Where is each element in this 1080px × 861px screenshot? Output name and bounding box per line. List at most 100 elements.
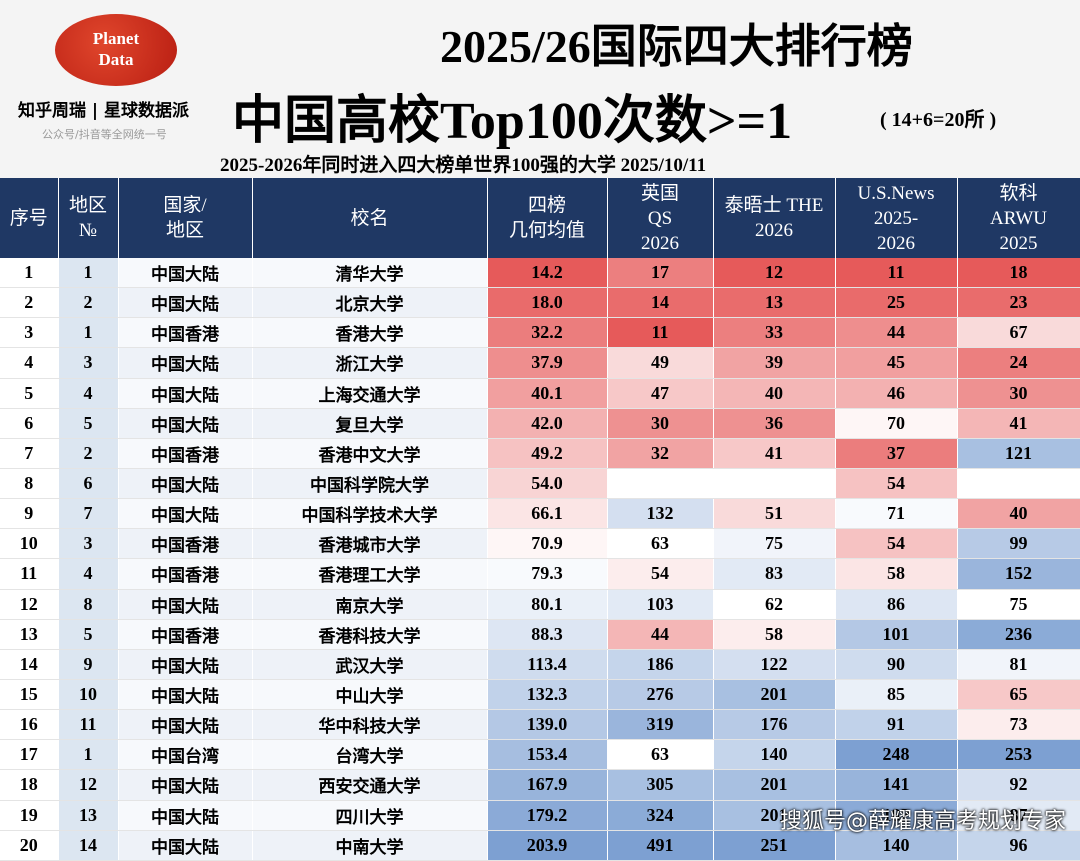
- column-header: 序号: [0, 178, 59, 258]
- table-cell: 中国大陆: [118, 649, 253, 680]
- table-cell: 14: [607, 287, 714, 319]
- table-cell: 46: [835, 378, 958, 409]
- table-cell: 复旦大学: [252, 408, 488, 439]
- table-row: 11 4 中国香港 香港理工大学 79.3 54 83 58 152: [0, 558, 1080, 590]
- table-cell: 20: [0, 830, 59, 861]
- table-cell: 10: [0, 528, 59, 560]
- table-row: 3 1 中国香港 香港大学 32.2 11 33 44 67: [0, 317, 1080, 349]
- table-cell: 92: [957, 769, 1080, 801]
- header: Planet Data 知乎周瑞 | 星球数据派 公众号/抖音等全网统一号 202…: [0, 0, 1080, 178]
- table-cell: 40: [713, 378, 836, 409]
- header-line: QS: [647, 207, 673, 229]
- table-cell: 67: [957, 317, 1080, 349]
- logo: Planet Data: [55, 14, 181, 86]
- table-cell: 16: [0, 709, 59, 741]
- table-cell: 中山大学: [252, 679, 488, 711]
- table-cell: 香港大学: [252, 317, 488, 349]
- table-cell: 14: [58, 830, 119, 861]
- header-line: 国家/: [163, 195, 207, 216]
- column-header: 英国 QS 2026: [607, 178, 714, 258]
- table-row: 13 5 中国香港 香港科技大学 88.3 44 58 101 236: [0, 619, 1080, 650]
- table-row: 1 1 中国大陆 清华大学 14.2 17 12 11 18: [0, 258, 1080, 289]
- table-row: 19 13 中国大陆 四川大学 179.2 324 201 182 87: [0, 800, 1080, 831]
- table-cell: 11: [607, 317, 714, 349]
- header-line: 英国: [640, 182, 679, 204]
- table-row: 12 8 中国大陆 南京大学 80.1 103 62 86 75: [0, 589, 1080, 620]
- table-cell: 中国大陆: [118, 408, 253, 439]
- table-cell: [957, 468, 1080, 500]
- table-cell: 12: [58, 769, 119, 801]
- table-cell: 中国香港: [118, 438, 253, 469]
- table-cell: 253: [957, 739, 1080, 771]
- table-cell: 141: [835, 769, 958, 801]
- table-cell: 319: [607, 709, 714, 741]
- table-cell: 10: [58, 679, 119, 711]
- table-cell: 24: [957, 347, 1080, 379]
- table-cell: 4: [58, 558, 119, 590]
- table-cell: 中国科学院大学: [252, 468, 488, 500]
- table-cell: 13: [0, 619, 59, 650]
- table-cell: 中国香港: [118, 558, 253, 590]
- title: 2025/26国际四大排行榜: [440, 21, 913, 72]
- table-cell: 44: [607, 619, 714, 650]
- header-line: 软科: [999, 182, 1038, 204]
- header-line: 2026: [755, 220, 793, 241]
- table-cell: 台湾大学: [252, 739, 488, 771]
- table-cell: 86: [835, 589, 958, 620]
- header-line: 2026: [877, 232, 915, 254]
- table-cell: 14: [0, 649, 59, 680]
- watermark: 搜狐号@薛耀康高考规划专家: [780, 809, 1067, 834]
- table-cell: 203.9: [487, 830, 608, 861]
- table-cell: 中国大陆: [118, 498, 253, 530]
- table-cell: 香港中文大学: [252, 438, 488, 469]
- table-cell: 5: [58, 408, 119, 439]
- table-cell: 58: [713, 619, 836, 650]
- table-cell: 浙江大学: [252, 347, 488, 379]
- table-cell: 88.3: [487, 619, 608, 650]
- table-cell: 西安交通大学: [252, 769, 488, 801]
- table-cell: 30: [607, 408, 714, 439]
- count-note: ( 14+6=20所 ): [880, 109, 997, 131]
- table-cell: 中南大学: [252, 830, 488, 861]
- table-cell: 101: [835, 619, 958, 650]
- table-cell: 63: [607, 528, 714, 560]
- table-cell: 58: [835, 558, 958, 590]
- table-cell: 80.1: [487, 589, 608, 620]
- table-body: 1 1 中国大陆 清华大学 14.2 17 12 11 18 2 2 中国大陆 北京大学 18.0 14 13…: [0, 258, 1080, 861]
- table-cell: 3: [58, 528, 119, 560]
- table-cell: 54: [835, 528, 958, 560]
- table-cell: 65: [957, 679, 1080, 711]
- column-header: 泰晤士 THE 2026: [713, 178, 836, 258]
- table-cell: 中国大陆: [118, 589, 253, 620]
- logo-text: Planet: [92, 29, 140, 48]
- table-cell: 15: [0, 679, 59, 711]
- table-cell: 8: [0, 468, 59, 500]
- table-cell: 90: [835, 649, 958, 680]
- table-cell: 武汉大学: [252, 649, 488, 680]
- table-row: 17 1 中国台湾 台湾大学 153.4 63 140 248 253: [0, 739, 1080, 771]
- table-cell: 香港城市大学: [252, 528, 488, 560]
- table-cell: 41: [957, 408, 1080, 439]
- header-line: 四榜: [527, 195, 566, 216]
- table-cell: 491: [607, 830, 714, 861]
- table-cell: 30: [957, 378, 1080, 409]
- table-cell: 176: [713, 709, 836, 741]
- table-cell: 51: [713, 498, 836, 530]
- table-cell: 132: [607, 498, 714, 530]
- table-cell: 54: [607, 558, 714, 590]
- table-cell: 中国大陆: [118, 709, 253, 741]
- table-cell: 中国台湾: [118, 739, 253, 771]
- table-cell: 87: [957, 800, 1080, 831]
- table-cell: 71: [835, 498, 958, 530]
- table-row: 18 12 中国大陆 西安交通大学 167.9 305 201 141 92: [0, 769, 1080, 801]
- table-cell: 上海交通大学: [252, 378, 488, 409]
- table-cell: 49.2: [487, 438, 608, 469]
- table-cell: 103: [607, 589, 714, 620]
- table-cell: 153.4: [487, 739, 608, 771]
- table-cell: 清华大学: [252, 258, 488, 289]
- table-row: 2 2 中国大陆 北京大学 18.0 14 13 25 23: [0, 287, 1080, 319]
- table-cell: 11: [0, 558, 59, 590]
- header-line: 序号: [9, 207, 48, 229]
- table-cell: 华中科技大学: [252, 709, 488, 741]
